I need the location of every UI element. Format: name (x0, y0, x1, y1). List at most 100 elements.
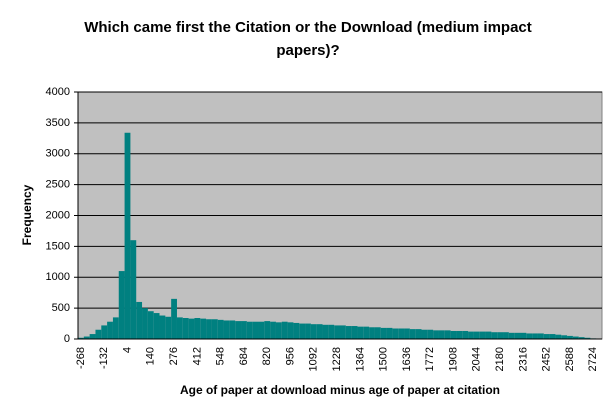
x-tick-label: 820 (261, 347, 273, 365)
x-tick-label: 1636 (401, 347, 413, 371)
bar (555, 334, 562, 339)
x-tick-label: 956 (284, 347, 296, 365)
x-tick-label: 1092 (308, 347, 320, 371)
bar (246, 321, 253, 339)
bar (526, 333, 533, 339)
x-tick-label: 2180 (494, 347, 506, 371)
bar (351, 326, 358, 339)
bar (171, 298, 177, 339)
bar (200, 318, 207, 339)
y-tick-label: 3000 (46, 148, 70, 160)
bar (567, 335, 573, 339)
x-tick-label: 140 (145, 347, 157, 365)
bar (206, 319, 212, 339)
bar (112, 317, 119, 339)
y-tick-label: 2500 (46, 179, 70, 191)
bar (147, 311, 154, 339)
y-tick-label: 500 (52, 302, 70, 314)
bar (491, 332, 498, 339)
bar (142, 308, 148, 339)
bar (409, 329, 416, 339)
x-tick-label: 548 (215, 347, 227, 365)
x-tick-label: 2452 (541, 347, 553, 371)
bar (275, 322, 282, 339)
bar (235, 321, 242, 339)
bar (270, 321, 276, 339)
bar (421, 329, 428, 339)
bar (398, 328, 405, 339)
bar (345, 326, 352, 339)
bar (299, 323, 306, 339)
bar (438, 330, 445, 339)
bar (433, 330, 439, 339)
bar (118, 271, 125, 339)
x-tick-label: 684 (238, 347, 250, 365)
x-tick-label: 4 (121, 347, 133, 353)
chart-title: Which came first the Citation or the Dow… (84, 19, 532, 59)
x-tick-label: 2588 (564, 347, 576, 371)
bar (334, 325, 340, 339)
bar (165, 316, 172, 339)
y-tick-label: 1000 (46, 271, 70, 283)
bar (468, 331, 474, 339)
bar (503, 332, 509, 339)
x-tick-label: 1908 (447, 347, 459, 371)
bar (217, 319, 224, 339)
bar (229, 320, 236, 339)
bar (130, 240, 137, 339)
x-tick-label: 276 (168, 347, 180, 365)
x-tick-label: 2316 (517, 347, 529, 371)
bar (101, 325, 108, 339)
bar (578, 337, 585, 339)
bar (136, 301, 143, 339)
bar (520, 332, 527, 339)
bar (159, 315, 166, 339)
bar (211, 319, 218, 339)
bar (369, 327, 375, 339)
bar (78, 337, 84, 339)
x-tick-label: 1772 (424, 347, 436, 371)
y-tick-label: 4000 (46, 86, 70, 98)
bar (374, 327, 381, 339)
x-tick-label: 1364 (354, 347, 366, 371)
y-tick-label: 1500 (46, 240, 70, 252)
bar (241, 321, 247, 339)
bar (537, 333, 544, 339)
bar (153, 313, 160, 339)
bar (95, 329, 102, 339)
x-tick-label: 1500 (378, 347, 390, 371)
x-tick-label: 2724 (587, 347, 599, 371)
bar (287, 322, 294, 339)
bar (310, 324, 317, 339)
bar (293, 322, 300, 339)
bar (404, 328, 410, 339)
x-tick-label: 2044 (471, 347, 483, 371)
bar (415, 329, 422, 339)
bar (584, 337, 591, 339)
bar (194, 318, 201, 339)
bar (380, 327, 387, 339)
x-tick-label: -268 (75, 347, 87, 369)
bar (549, 334, 556, 339)
bar (392, 328, 399, 339)
bar (124, 132, 131, 339)
bar (357, 326, 364, 339)
y-axis-title: Frequency (20, 184, 34, 245)
bar (508, 332, 515, 339)
x-tick-label: 412 (191, 347, 203, 365)
bar (386, 327, 393, 339)
bar (514, 332, 521, 339)
bar (456, 330, 463, 339)
bar (89, 334, 96, 339)
bar (561, 335, 568, 339)
bar (340, 325, 346, 339)
bar (188, 318, 195, 339)
bar (485, 331, 492, 339)
bar (328, 324, 335, 339)
y-tick-label: 3500 (46, 117, 70, 129)
bar (252, 321, 259, 339)
bar (462, 330, 469, 339)
bar (83, 336, 90, 339)
